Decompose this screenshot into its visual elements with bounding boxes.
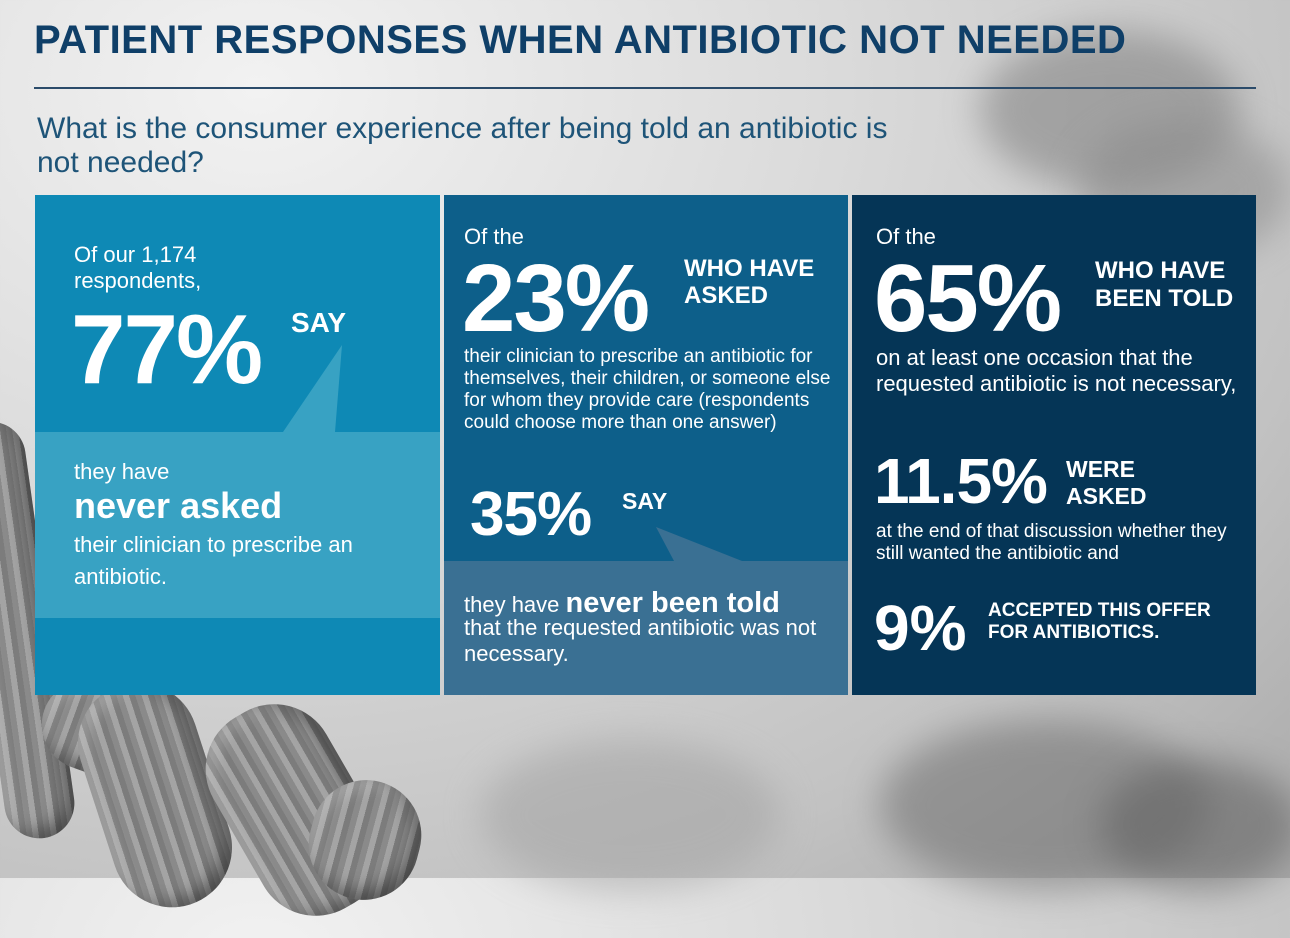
tertiary-stat-label: ACCEPTED THIS OFFER FOR ANTIBIOTICS. xyxy=(988,600,1211,643)
secondary-stat-value: 35% xyxy=(470,480,592,549)
callout-box xyxy=(35,432,440,618)
callout-tail xyxy=(656,527,742,561)
stat-panel-who-have-asked: Of the 23% WHO HAVE ASKED their clinicia… xyxy=(444,195,848,695)
title-divider xyxy=(34,87,1256,89)
page-title: PATIENT RESPONSES WHEN ANTIBIOTIC NOT NE… xyxy=(34,18,1127,62)
secondary-stat-description: at the end of that discussion whether th… xyxy=(876,521,1227,564)
stat-panel-never-asked: Of our 1,174 respondents, 77% SAY they h… xyxy=(35,195,440,695)
callout-line-1: they have xyxy=(74,459,170,484)
stat-value: 23% xyxy=(462,245,650,352)
callout-line-1: they have never been told xyxy=(464,587,780,620)
stat-description: their clinician to prescribe an antibiot… xyxy=(464,346,831,433)
panel-lead-text: Of the xyxy=(464,224,524,249)
callout-lead: they have xyxy=(464,592,560,617)
secondary-stat-label: SAY xyxy=(622,488,668,514)
stat-panel-who-have-been-told: Of the 65% WHO HAVE BEEN TOLD on at leas… xyxy=(852,195,1256,695)
panel-lead-text: Of our 1,174 respondents, xyxy=(74,242,202,293)
callout-emphasis: never been told xyxy=(565,587,780,619)
tertiary-stat-value: 9% xyxy=(874,592,967,664)
callout-line-3: their clinician to prescribe an antibiot… xyxy=(74,532,353,589)
stat-value: 77% xyxy=(71,294,263,404)
callout-line-2: that the requested antibiotic was not ne… xyxy=(464,615,817,666)
callout-tail xyxy=(283,345,342,432)
secondary-stat-label: WERE ASKED xyxy=(1066,456,1147,509)
page-subtitle: What is the consumer experience after be… xyxy=(37,112,888,179)
callout-emphasis: never asked xyxy=(74,485,283,526)
callout-box xyxy=(444,561,848,695)
stat-description: on at least one occasion that the reques… xyxy=(876,345,1237,396)
panel-lead-text: Of the xyxy=(876,224,936,249)
secondary-stat-value: 11.5% xyxy=(874,445,1048,517)
stat-label: WHO HAVE ASKED xyxy=(684,255,815,309)
stat-label: SAY xyxy=(291,307,347,338)
stat-value: 65% xyxy=(874,245,1062,352)
stat-label: WHO HAVE BEEN TOLD xyxy=(1095,257,1234,312)
